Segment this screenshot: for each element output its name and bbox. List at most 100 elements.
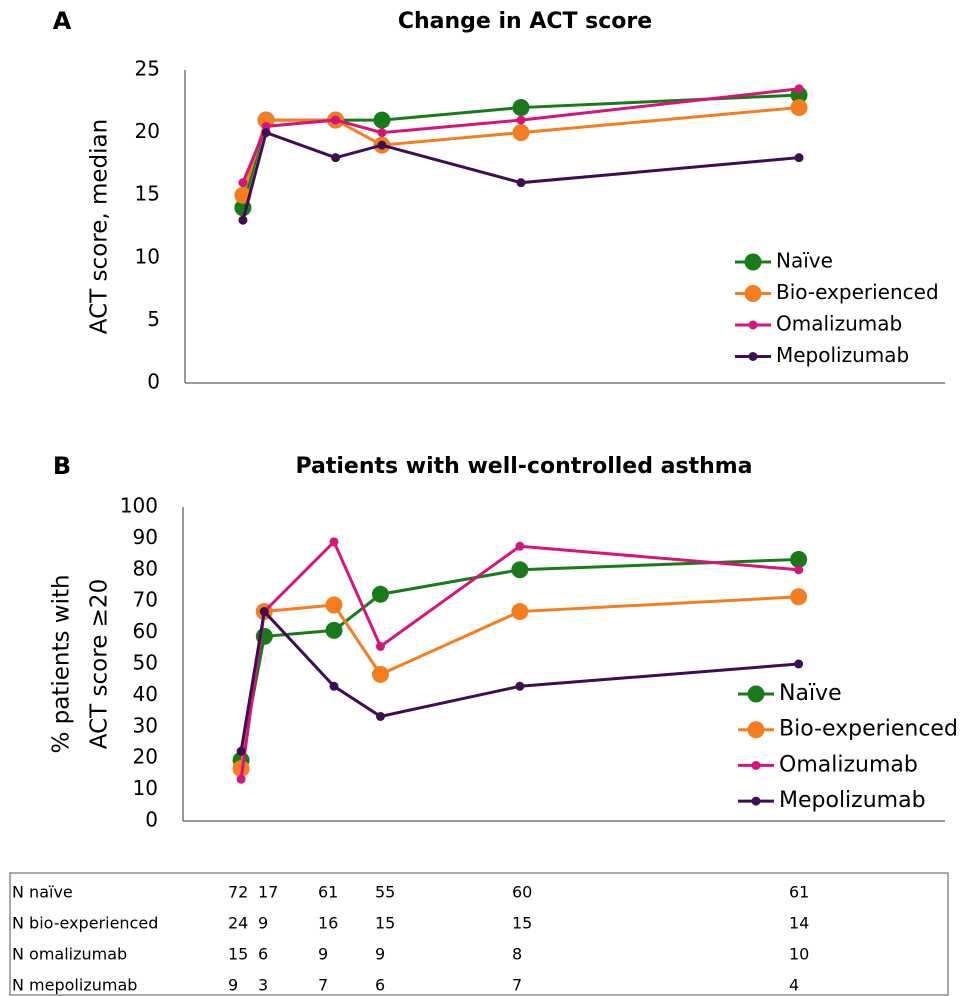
legend-label: Mepolizumab: [776, 343, 909, 367]
data-point: [236, 746, 246, 756]
data-point: [238, 178, 248, 188]
row-label: N naïve: [12, 883, 73, 902]
row-label: N omalizumab: [12, 945, 127, 964]
data-point: [375, 711, 385, 721]
data-point: [516, 178, 526, 188]
data-point: [371, 665, 389, 683]
legend-marker: [747, 721, 765, 739]
data-point: [790, 550, 808, 568]
panel-label: B: [53, 452, 71, 480]
data-point: [512, 124, 530, 142]
data-point: [257, 111, 275, 129]
y-tick-label: 50: [133, 651, 158, 675]
y-tick-label: 90: [133, 525, 158, 549]
legend-marker: [751, 796, 761, 806]
data-point: [259, 607, 269, 617]
data-point: [325, 621, 343, 639]
y-tick-label: 0: [145, 808, 158, 832]
series-line: [239, 608, 799, 752]
data-point: [373, 111, 391, 129]
y-tick-label: 10: [133, 776, 158, 800]
data-point: [516, 115, 526, 125]
table-cell: 61: [789, 883, 809, 902]
legend-label: Omalizumab: [779, 752, 918, 777]
legend-marker: [751, 760, 761, 770]
series-line: [239, 557, 799, 761]
data-point: [331, 115, 341, 125]
table-cell: 55: [375, 883, 395, 902]
table-cell: 3: [258, 976, 268, 995]
table-cell: 10: [789, 945, 809, 964]
table-cell: 7: [512, 976, 522, 995]
table-cell: 17: [258, 883, 278, 902]
table-cell: 15: [228, 945, 248, 964]
y-tick-label: 60: [133, 619, 158, 643]
table-cell: 4: [789, 976, 799, 995]
legend-label: Bio-experienced: [776, 280, 939, 304]
data-point: [261, 121, 271, 131]
y-tick-label: 15: [135, 182, 160, 206]
legend-marker: [747, 685, 765, 703]
data-point: [377, 140, 387, 150]
table-cell: 7: [318, 976, 328, 995]
data-point: [329, 681, 339, 691]
y-tick-label: 70: [133, 588, 158, 612]
data-point: [331, 153, 341, 163]
data-point: [371, 585, 389, 603]
legend-label: Bio-experienced: [779, 717, 958, 742]
data-point: [512, 99, 530, 117]
table-frame: [9, 872, 949, 996]
legend-marker: [744, 285, 762, 302]
data-point: [325, 596, 343, 614]
table-cell: 9: [258, 914, 268, 933]
table-cell: 61: [318, 883, 338, 902]
chart-title: Patients with well-controlled asthma: [295, 454, 752, 479]
legend-label: Naïve: [776, 249, 833, 273]
data-point: [790, 99, 808, 117]
table-cell: 24: [228, 914, 248, 933]
data-point: [515, 681, 525, 691]
data-point: [790, 86, 808, 104]
table-cell: 14: [789, 914, 809, 933]
data-point: [794, 565, 804, 575]
legend-marker: [748, 320, 758, 330]
legend-label: Naïve: [779, 681, 842, 706]
row-label: N bio-experienced: [12, 914, 158, 933]
chart-title: Change in ACT score: [398, 9, 652, 34]
data-point: [236, 774, 246, 784]
data-point: [329, 537, 339, 547]
y-tick-label: 10: [135, 244, 160, 268]
data-point: [794, 153, 804, 163]
table-cell: 9: [375, 945, 385, 964]
legend-marker: [748, 352, 758, 361]
data-point: [515, 541, 525, 551]
data-point: [261, 128, 271, 138]
table-cell: 9: [228, 976, 238, 995]
data-point: [790, 588, 808, 606]
row-label: N mepolizumab: [12, 976, 137, 995]
table-cell: 6: [258, 945, 268, 964]
data-point: [377, 128, 387, 138]
y-tick-label: 5: [147, 307, 160, 331]
y-axis-label: % patients with: [49, 574, 75, 753]
series-line: [241, 87, 800, 184]
table-cell: 16: [318, 914, 338, 933]
table-cell: 15: [375, 914, 395, 933]
y-tick-label: 0: [147, 370, 160, 394]
y-axis-label: ACT score ≥20: [87, 579, 113, 749]
table-cell: 60: [512, 883, 532, 902]
data-point: [794, 659, 804, 669]
series-line: [241, 130, 800, 221]
y-tick-label: 20: [133, 745, 158, 769]
data-point: [511, 561, 529, 579]
y-tick-label: 100: [120, 494, 158, 518]
data-point: [511, 603, 529, 621]
legend-label: Omalizumab: [776, 312, 902, 336]
table-cell: 15: [512, 914, 532, 933]
y-tick-label: 20: [135, 119, 160, 143]
table-cell: 9: [318, 945, 328, 964]
y-tick-label: 30: [133, 713, 158, 737]
y-axis-label: ACT score, median: [87, 119, 113, 334]
legend-marker: [744, 253, 762, 271]
